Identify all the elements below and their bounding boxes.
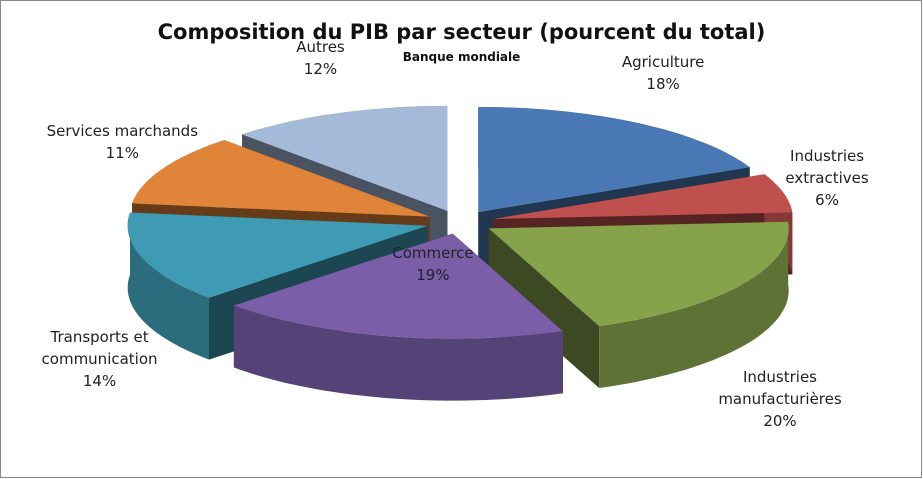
data-label: Transports et communication 14% xyxy=(20,326,180,392)
slice xyxy=(242,105,448,211)
slice xyxy=(492,174,793,219)
slice xyxy=(488,221,789,326)
value-label: 18% xyxy=(646,74,680,93)
slice-side xyxy=(599,221,789,388)
chart-subtitle: Banque mondiale xyxy=(402,50,521,64)
value-label: 6% xyxy=(815,191,839,209)
category-label: Autres xyxy=(296,37,345,56)
chart-title: Composition du PIB par secteur (pourcent… xyxy=(157,20,766,44)
value-label: 14% xyxy=(82,371,117,390)
data-label: Commerce 19% xyxy=(353,242,513,286)
category-label: Industries extractives xyxy=(785,147,869,187)
data-label: Services marchands 11% xyxy=(42,120,202,164)
slice xyxy=(233,233,563,339)
value-label: 20% xyxy=(763,411,797,430)
slice-side xyxy=(488,228,600,388)
data-label: Agriculture 18% xyxy=(583,51,743,95)
slice-side xyxy=(233,305,563,401)
value-label: 12% xyxy=(303,59,338,78)
value-label: 11% xyxy=(105,143,139,162)
slice xyxy=(132,140,430,217)
data-label: Industries manufacturières 20% xyxy=(700,366,860,432)
category-label: Services marchands xyxy=(46,121,199,140)
data-label: Autres 12% xyxy=(240,36,400,80)
category-label: Agriculture xyxy=(621,52,705,71)
slice xyxy=(127,212,428,298)
data-label: Industries extractives 6% xyxy=(747,145,907,211)
slice xyxy=(478,107,750,212)
category-label: Industries manufacturières xyxy=(718,367,842,408)
category-label: Transports et communication xyxy=(41,327,158,368)
category-label: Commerce xyxy=(392,244,474,263)
value-label: 19% xyxy=(416,266,450,285)
slice-side xyxy=(127,212,209,360)
